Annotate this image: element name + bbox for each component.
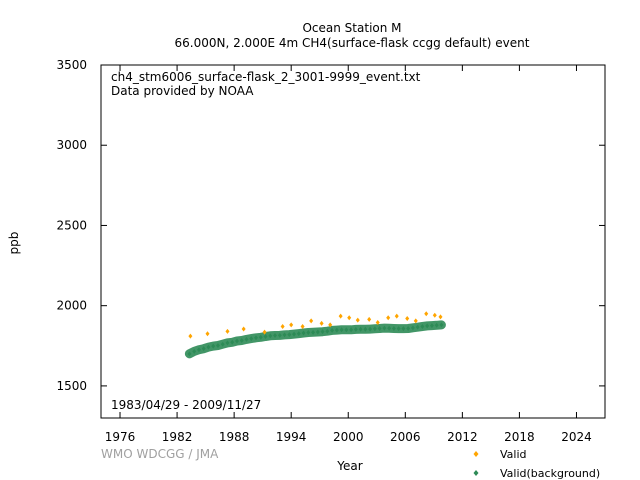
valid-point [355, 317, 360, 323]
y-tick-label: 3500 [56, 58, 87, 72]
background-band [184, 320, 446, 359]
y-axis: 1500 2000 2500 3000 3500 [56, 58, 605, 393]
valid-point [262, 329, 267, 335]
legend-label-valid: Valid [500, 448, 527, 461]
y-tick-label: 2500 [56, 218, 87, 232]
x-tick-label: 2012 [447, 430, 478, 444]
plot-frame [100, 64, 606, 419]
valid-point [309, 318, 314, 324]
valid-point [280, 324, 285, 330]
x-axis: 1976 1982 1988 1994 2000 2006 2012 2018 2024 [105, 65, 592, 444]
y-tick-label: 1500 [56, 379, 87, 393]
valid-point [338, 313, 343, 319]
x-tick-label: 2000 [333, 430, 364, 444]
valid-point [205, 331, 210, 337]
chart-title: Ocean Station M [302, 21, 401, 35]
valid-point [347, 315, 352, 321]
legend-marker-background [473, 470, 479, 476]
file-annotation: ch4_stm6006_surface-flask_2_3001-9999_ev… [111, 70, 421, 84]
x-tick-label: 2024 [561, 430, 592, 444]
x-tick-label: 1988 [219, 430, 250, 444]
valid-point [405, 316, 410, 322]
y-tick-label: 3000 [56, 138, 87, 152]
provider-annotation: Data provided by NOAA [111, 84, 254, 98]
x-axis-label: Year [336, 459, 362, 473]
valid-point [394, 313, 399, 319]
valid-point [289, 322, 294, 328]
valid-point [432, 312, 437, 318]
x-tick-label: 2018 [504, 430, 535, 444]
valid-point [438, 314, 443, 320]
valid-point [241, 326, 246, 332]
legend-label-background: Valid(background) [500, 467, 600, 480]
x-tick-label: 1982 [162, 430, 193, 444]
valid-point [225, 328, 230, 334]
legend: Valid Valid(background) [473, 448, 600, 480]
valid-point [386, 315, 391, 321]
valid-point [375, 320, 380, 326]
credit-text: WMO WDCGG / JMA [101, 447, 219, 461]
period-annotation: 1983/04/29 - 2009/11/27 [111, 398, 261, 412]
legend-marker-valid [473, 451, 479, 457]
x-tick-label: 1976 [105, 430, 136, 444]
y-axis-label: ppb [7, 232, 21, 255]
x-tick-label: 2006 [390, 430, 421, 444]
valid-point [319, 320, 324, 326]
series-1 [184, 320, 446, 359]
valid-point [367, 316, 372, 322]
valid-point [413, 318, 418, 324]
x-tick-label: 1994 [276, 430, 307, 444]
valid-point [188, 333, 193, 339]
valid-point [424, 311, 429, 317]
valid-point [300, 324, 305, 330]
y-tick-label: 2000 [56, 299, 87, 313]
series-0 [188, 311, 443, 339]
chart-subtitle: 66.000N, 2.000E 4m CH4(surface-flask ccg… [175, 36, 530, 50]
valid-point [328, 322, 333, 328]
plot-area [184, 311, 446, 359]
